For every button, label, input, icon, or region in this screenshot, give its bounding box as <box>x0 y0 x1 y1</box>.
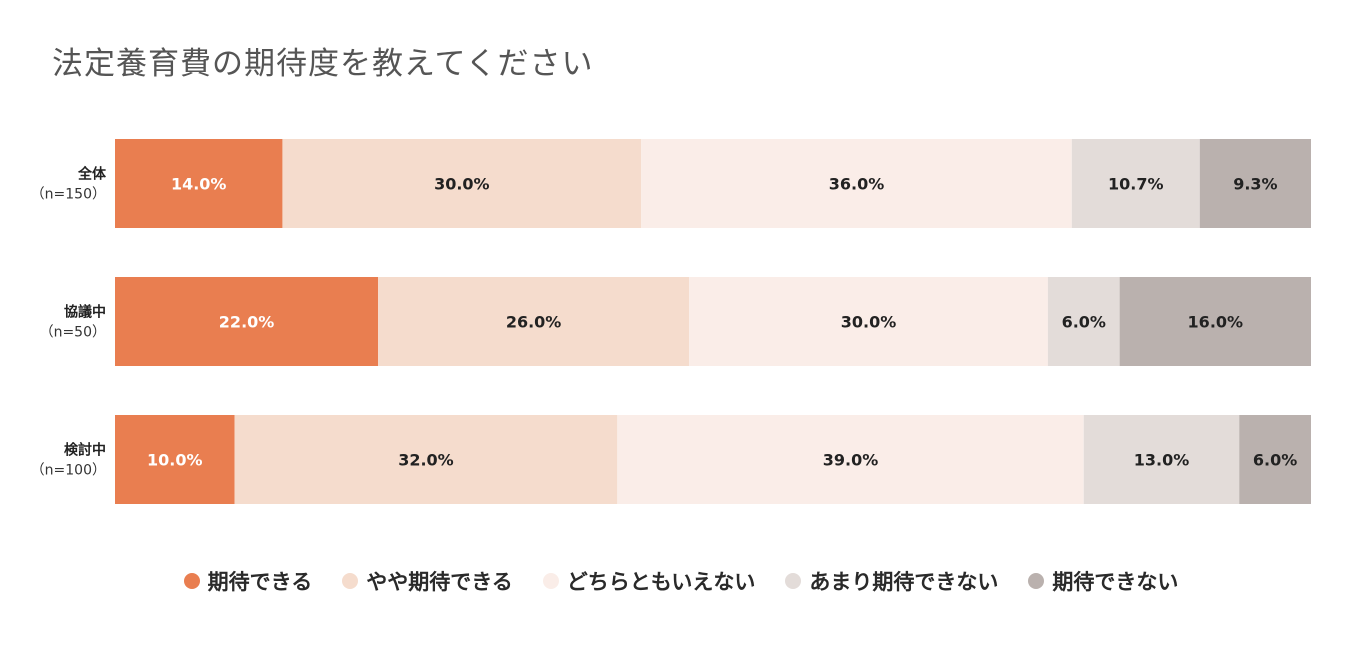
bar-segment <box>617 415 1084 504</box>
legend-swatch <box>183 573 200 589</box>
category-label: 全体 <box>77 166 107 183</box>
category-label: 協議中 <box>64 304 106 321</box>
bar-segment <box>1047 277 1120 366</box>
bar-segment <box>1199 139 1311 228</box>
data-label: 14.0% <box>171 175 227 194</box>
legend-item: やや期待できる <box>342 566 513 596</box>
data-label: 10.7% <box>1108 175 1164 194</box>
bar-segment <box>1119 277 1311 366</box>
bar-segment <box>1083 415 1240 504</box>
data-label: 39.0% <box>823 451 879 470</box>
bar-segment <box>1071 139 1200 228</box>
data-label: 32.0% <box>398 451 454 470</box>
data-label: 10.0% <box>147 451 203 470</box>
bar-segment <box>115 415 235 504</box>
data-label: 16.0% <box>1188 313 1244 332</box>
chart-title: 法定養育費の期待度を教えてください <box>52 46 594 82</box>
bar-segment <box>689 277 1048 366</box>
data-label: 36.0% <box>829 175 885 194</box>
legend-label: やや期待できる <box>366 570 513 594</box>
legend-label: 期待できる <box>207 570 313 594</box>
bar-segment <box>378 277 690 366</box>
legend-label: 期待できない <box>1052 570 1179 594</box>
bar-segment <box>1239 415 1311 504</box>
bar-segment <box>115 139 283 228</box>
category-sample-size: （n=50） <box>40 325 106 341</box>
legend: 期待できる やや期待できる どちらともいえない あまり期待できない 期待できない <box>0 566 1362 596</box>
data-label: 22.0% <box>219 313 275 332</box>
legend-swatch <box>1028 573 1045 589</box>
bar-segment <box>282 139 642 228</box>
legend-label: どちらともいえない <box>566 570 756 594</box>
legend-item: 期待できない <box>1028 566 1178 596</box>
legend-swatch <box>785 573 802 589</box>
data-label: 30.0% <box>841 313 897 332</box>
legend-swatch <box>542 573 559 589</box>
data-label: 13.0% <box>1134 451 1190 470</box>
legend-swatch <box>342 573 359 589</box>
data-label: 9.3% <box>1233 175 1277 194</box>
bar-segment <box>115 277 379 366</box>
legend-item: あまり期待できない <box>785 566 998 596</box>
legend-label: あまり期待できない <box>809 570 999 594</box>
legend-item: どちらともいえない <box>542 566 756 596</box>
data-label: 6.0% <box>1062 313 1106 332</box>
data-label: 6.0% <box>1253 451 1297 470</box>
data-label: 26.0% <box>506 313 562 332</box>
category-sample-size: （n=100） <box>31 463 106 479</box>
legend-item: 期待できる <box>183 566 313 596</box>
category-sample-size: （n=150） <box>31 187 106 203</box>
bar-segment <box>234 415 618 504</box>
category-label: 検討中 <box>64 442 106 459</box>
bar-segment <box>641 139 1072 228</box>
data-label: 30.0% <box>434 175 490 194</box>
